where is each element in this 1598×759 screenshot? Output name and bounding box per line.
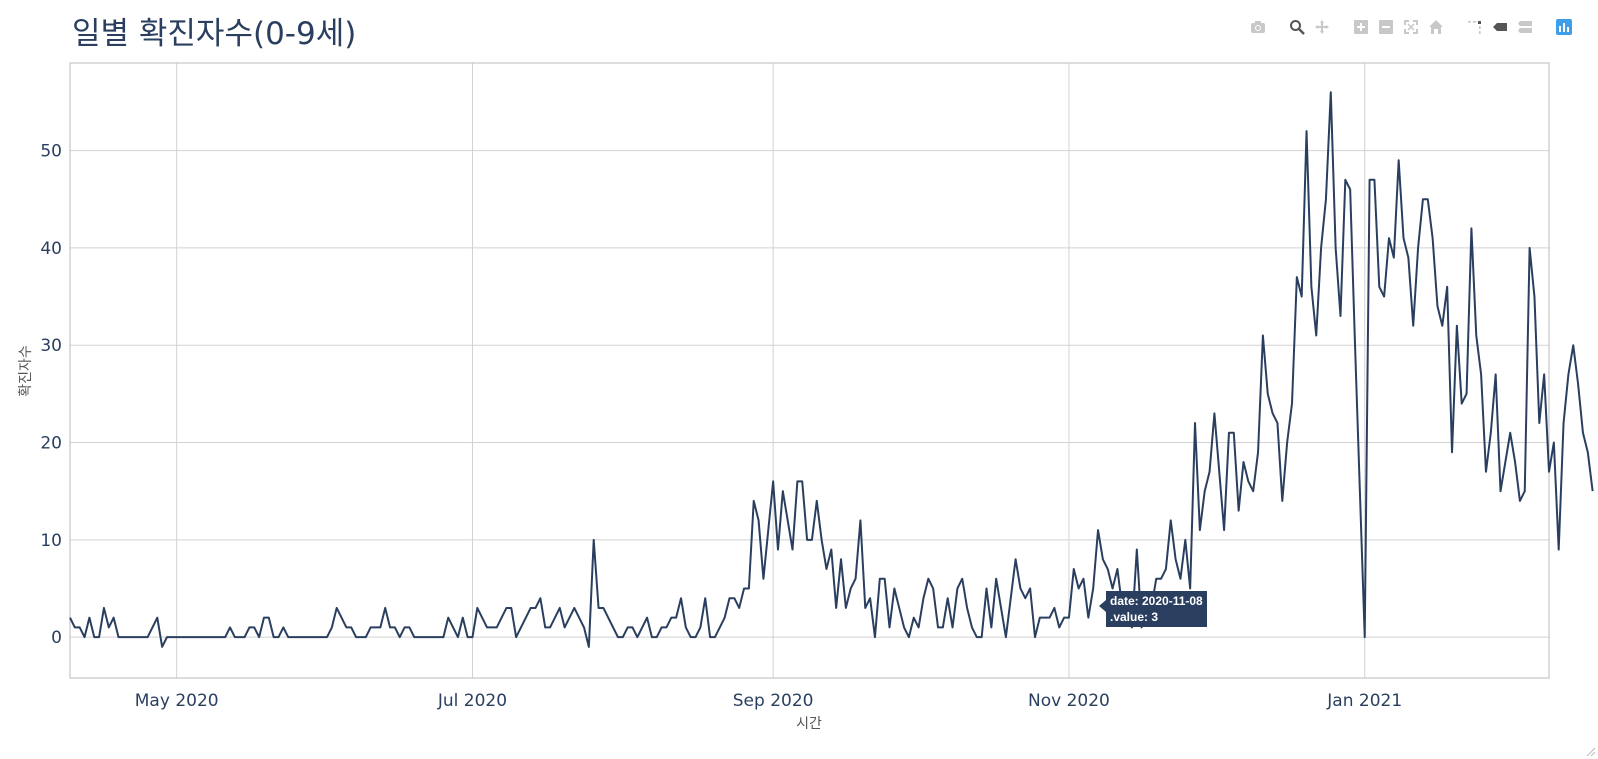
grid [70,63,1549,678]
hover-closest-icon[interactable] [1489,16,1510,38]
plot-area-border [69,62,1550,679]
modebar [1247,15,1574,39]
y-tick-label: 40 [40,239,62,259]
autoscale-icon[interactable] [1400,16,1421,38]
camera-icon[interactable] [1247,16,1268,38]
pan-icon[interactable] [1311,16,1332,38]
hover-tooltip: date: 2020-11-08 .value: 3 [1099,591,1207,627]
y-tick-label: 20 [40,434,62,454]
x-axis-title: 시간 [796,716,822,732]
reset-axes-icon[interactable] [1425,16,1446,38]
x-tick-label: May 2020 [135,691,219,711]
chart-title: 일별 확진자수(0-9세) [72,16,357,52]
y-tick-labels: 0 10 20 30 40 50 [40,142,62,649]
y-tick-label: 10 [40,531,62,551]
y-tick-label: 30 [40,336,62,356]
y-tick-label: 50 [40,142,62,162]
zoom-icon[interactable] [1286,16,1307,38]
tooltip-date: date: 2020-11-08 [1110,594,1203,608]
resize-grip-icon[interactable] [1586,747,1596,757]
spike-lines-icon[interactable] [1464,16,1485,38]
x-tick-label: Nov 2020 [1028,691,1110,711]
zoom-in-icon[interactable] [1350,16,1371,38]
hover-compare-icon[interactable] [1514,16,1535,38]
plotly-logo-icon[interactable] [1553,16,1574,38]
zoom-out-icon[interactable] [1375,16,1396,38]
x-tick-labels: May 2020 Jul 2020 Sep 2020 Nov 2020 Jan 2021 [135,691,1402,711]
x-tick-label: Jul 2020 [437,691,507,711]
series-line[interactable] [69,91,1594,648]
x-tick-label: Sep 2020 [733,691,814,711]
x-tick-label: Jan 2021 [1326,691,1402,711]
tooltip-value: .value: 3 [1110,610,1159,624]
y-axis-title: 확진자수 [18,345,34,397]
y-tick-label: 0 [51,628,62,648]
